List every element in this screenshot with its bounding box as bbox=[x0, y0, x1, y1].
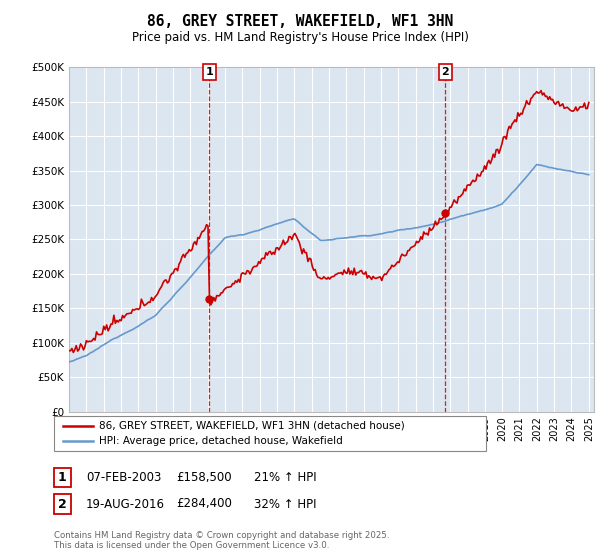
Text: £284,400: £284,400 bbox=[176, 497, 232, 511]
Text: 1: 1 bbox=[58, 470, 67, 484]
Text: 19-AUG-2016: 19-AUG-2016 bbox=[86, 497, 165, 511]
Text: 2: 2 bbox=[58, 497, 67, 511]
Text: 86, GREY STREET, WAKEFIELD, WF1 3HN (detached house): 86, GREY STREET, WAKEFIELD, WF1 3HN (det… bbox=[99, 421, 405, 431]
Text: Contains HM Land Registry data © Crown copyright and database right 2025.
This d: Contains HM Land Registry data © Crown c… bbox=[54, 530, 389, 550]
Text: 07-FEB-2003: 07-FEB-2003 bbox=[86, 470, 161, 484]
Text: £158,500: £158,500 bbox=[176, 470, 232, 484]
Text: 86, GREY STREET, WAKEFIELD, WF1 3HN: 86, GREY STREET, WAKEFIELD, WF1 3HN bbox=[147, 14, 453, 29]
Text: 1: 1 bbox=[206, 67, 214, 77]
Text: 21% ↑ HPI: 21% ↑ HPI bbox=[254, 470, 316, 484]
Text: 2: 2 bbox=[442, 67, 449, 77]
Text: Price paid vs. HM Land Registry's House Price Index (HPI): Price paid vs. HM Land Registry's House … bbox=[131, 31, 469, 44]
Text: HPI: Average price, detached house, Wakefield: HPI: Average price, detached house, Wake… bbox=[99, 436, 343, 446]
Text: 32% ↑ HPI: 32% ↑ HPI bbox=[254, 497, 316, 511]
